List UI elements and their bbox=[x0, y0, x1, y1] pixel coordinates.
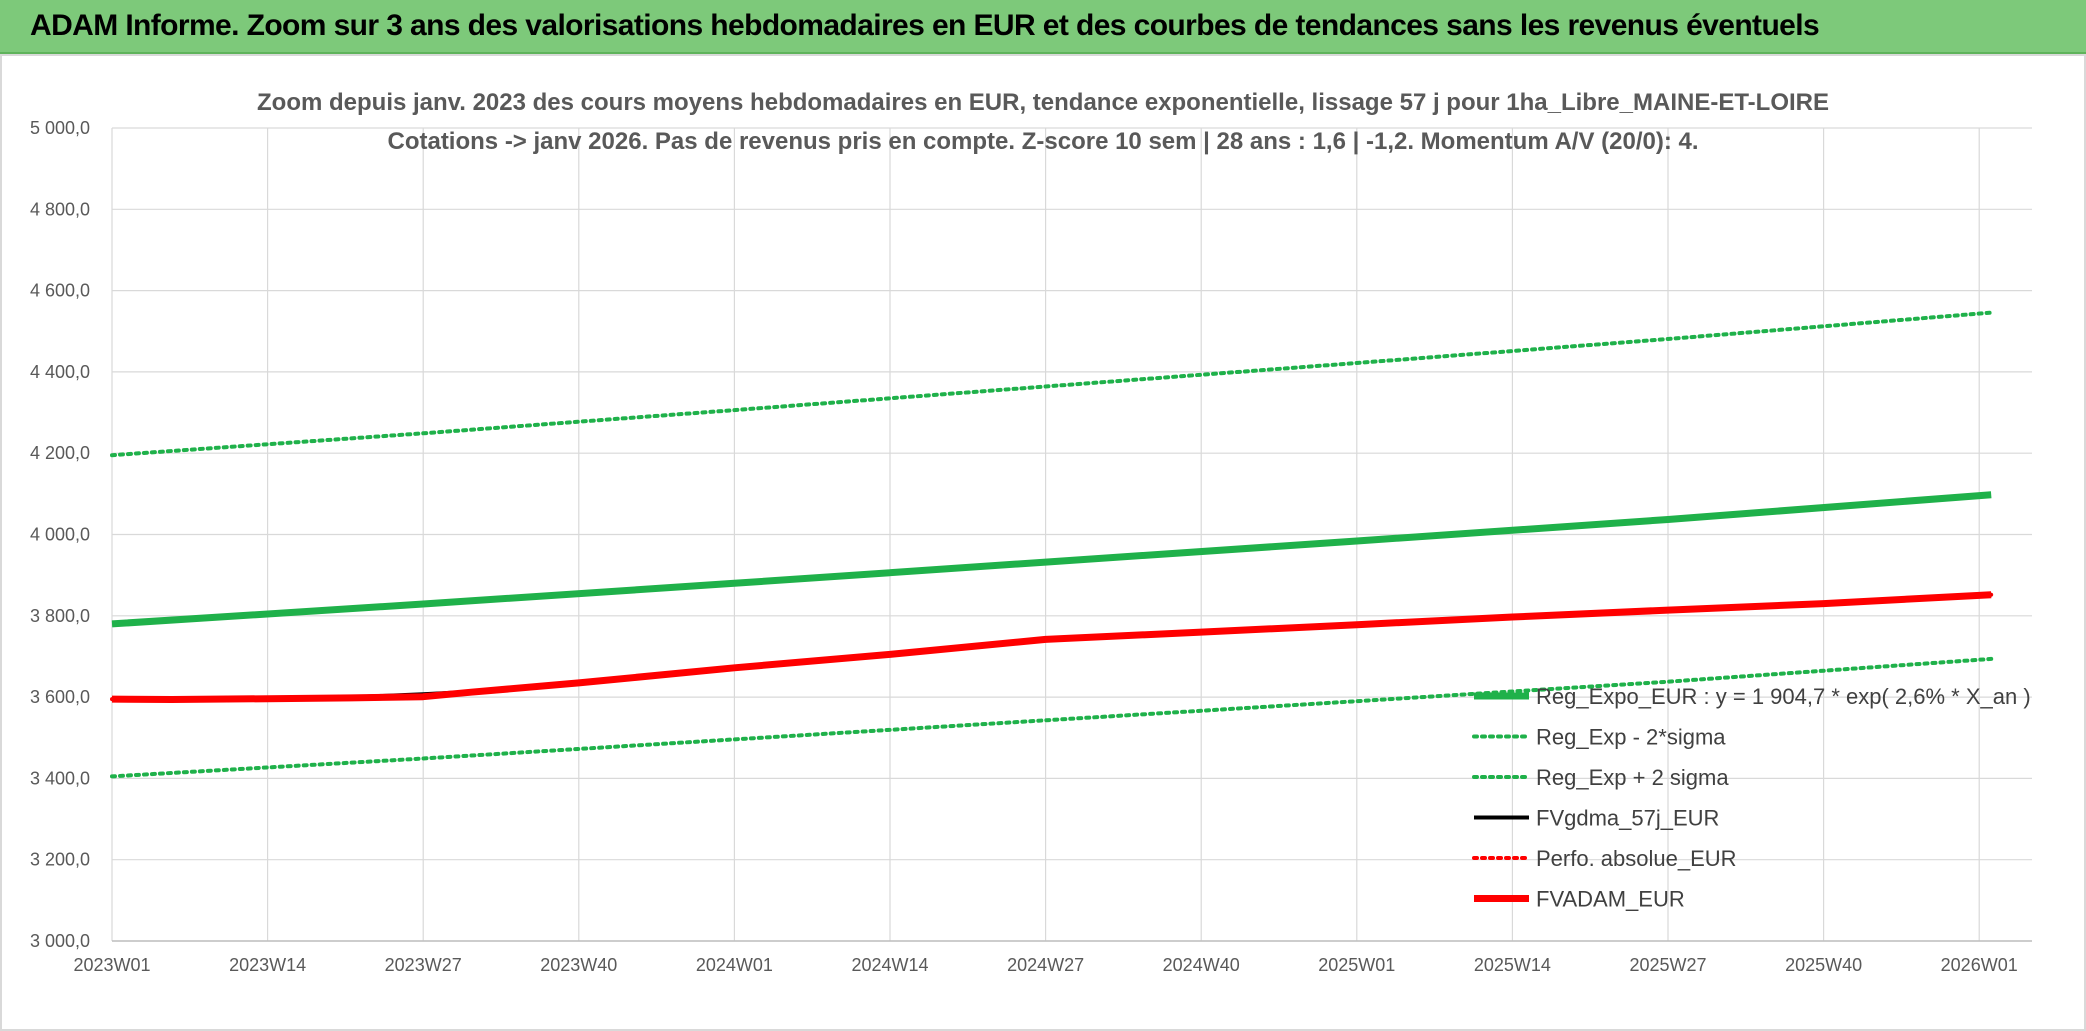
legend-label: Reg_Exp - 2*sigma bbox=[1536, 725, 1726, 750]
x-tick-label: 2025W01 bbox=[1318, 955, 1395, 975]
y-tick-label: 5 000,0 bbox=[30, 118, 90, 138]
chart-title-line-2: Cotations -> janv 2026. Pas de revenus p… bbox=[387, 128, 1698, 155]
series-lines bbox=[110, 310, 1994, 779]
y-tick-label: 3 400,0 bbox=[30, 768, 90, 788]
y-axis-ticks: 3 000,0 3 200,0 3 400,0 3 600,0 3 800,0 4 000… bbox=[30, 118, 90, 951]
x-tick-label: 2025W14 bbox=[1474, 955, 1551, 975]
x-tick-label: 2023W14 bbox=[229, 955, 306, 975]
chart-frame: 3 000,0 3 200,0 3 400,0 3 600,0 3 800,0 4 000… bbox=[0, 54, 2086, 1031]
series-line-1 bbox=[110, 656, 1994, 779]
x-axis-ticks: 2023W01 2023W14 2023W27 2023W40 2024W01 2024W… bbox=[73, 955, 2017, 975]
x-tick-label: 2024W01 bbox=[696, 955, 773, 975]
x-tick-label: 2026W01 bbox=[1941, 955, 2018, 975]
series-line-0 bbox=[111, 491, 1992, 628]
y-tick-label: 4 400,0 bbox=[30, 362, 90, 382]
y-tick-label: 3 800,0 bbox=[30, 606, 90, 626]
legend: Reg_Expo_EUR : y = 1 904,7 * exp( 2,6% *… bbox=[1472, 684, 2031, 912]
report-title: ADAM Informe. Zoom sur 3 ans des valoris… bbox=[30, 9, 1820, 42]
legend-label: FVgdma_57j_EUR bbox=[1536, 806, 1719, 831]
legend-label: Reg_Exp + 2 sigma bbox=[1536, 765, 1729, 790]
x-tick-label: 2023W27 bbox=[385, 955, 462, 975]
series-line-2 bbox=[110, 310, 1994, 458]
x-tick-label: 2023W01 bbox=[73, 955, 150, 975]
y-tick-label: 3 200,0 bbox=[30, 850, 90, 870]
report-banner: ADAM Informe. Zoom sur 3 ans des valoris… bbox=[0, 0, 2086, 54]
series-line-5 bbox=[111, 591, 1992, 703]
x-tick-label: 2025W40 bbox=[1785, 955, 1862, 975]
y-tick-label: 4 800,0 bbox=[30, 199, 90, 219]
y-tick-label: 4 000,0 bbox=[30, 525, 90, 545]
x-tick-label: 2024W40 bbox=[1163, 955, 1240, 975]
line-chart: 3 000,0 3 200,0 3 400,0 3 600,0 3 800,0 4 000… bbox=[30, 89, 2032, 975]
chart-title-line-1: Zoom depuis janv. 2023 des cours moyens … bbox=[257, 89, 1829, 116]
legend-label: FVADAM_EUR bbox=[1536, 887, 1685, 912]
x-tick-label: 2024W27 bbox=[1007, 955, 1084, 975]
x-tick-label: 2024W14 bbox=[851, 955, 928, 975]
gridlines bbox=[111, 127, 2032, 942]
legend-label: Perfo. absolue_EUR bbox=[1536, 846, 1737, 871]
y-tick-label: 4 200,0 bbox=[30, 443, 90, 463]
y-tick-label: 4 600,0 bbox=[30, 281, 90, 301]
x-tick-label: 2023W40 bbox=[540, 955, 617, 975]
y-tick-label: 3 000,0 bbox=[30, 931, 90, 951]
y-tick-label: 3 600,0 bbox=[30, 687, 90, 707]
legend-label: Reg_Expo_EUR : y = 1 904,7 * exp( 2,6% *… bbox=[1536, 684, 2031, 709]
x-tick-label: 2025W27 bbox=[1629, 955, 1706, 975]
